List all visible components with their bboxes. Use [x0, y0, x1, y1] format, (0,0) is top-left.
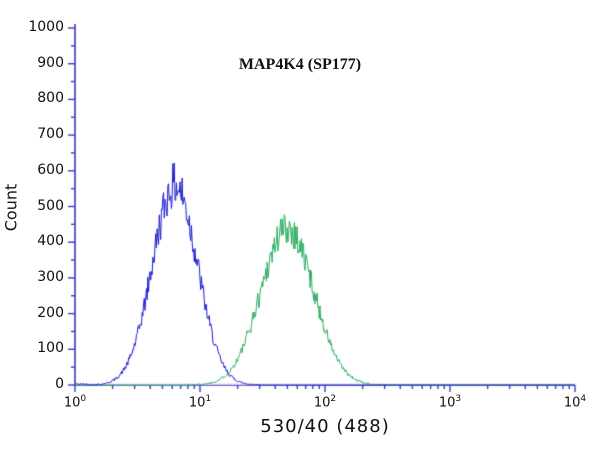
y-tick-label: 100 [37, 340, 64, 357]
y-tick-label: 500 [37, 197, 64, 214]
x-tick-label: 101 [188, 394, 212, 411]
x-tick-label: 104 [563, 394, 587, 411]
x-axis-label: 530/40 (488) [260, 416, 390, 437]
y-tick-label: 900 [37, 54, 64, 71]
x-tick-label: 100 [63, 394, 87, 411]
y-tick-label: 1000 [28, 19, 64, 35]
y-tick-label: 700 [37, 126, 64, 143]
chart-title: MAP4K4 (SP177) [238, 56, 362, 73]
y-tick-label: 200 [37, 304, 64, 321]
y-tick-label: 300 [37, 268, 64, 285]
x-tick-label: 102 [313, 394, 337, 411]
y-tick-label: 400 [37, 233, 64, 250]
y-tick-label: 800 [37, 90, 64, 107]
y-tick-label: 0 [55, 376, 64, 392]
y-tick-label: 600 [37, 161, 64, 178]
x-tick-label: 103 [438, 394, 462, 411]
